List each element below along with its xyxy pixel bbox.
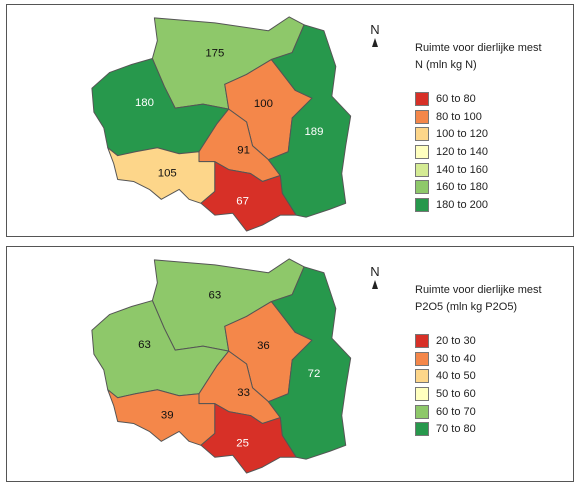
- legend-item: 30 to 40: [415, 350, 571, 368]
- legend-swatch: [415, 422, 429, 437]
- legend-item: 100 to 120: [415, 125, 571, 143]
- legend-swatch: [415, 333, 429, 348]
- region-east: [267, 24, 352, 218]
- region-value-southwest: 105: [158, 168, 177, 180]
- legend-items: 60 to 80 80 to 100 100 to 120 120 to 140 140…: [415, 90, 571, 214]
- legend-title-line1: Ruimte voor dierlijke mest: [415, 42, 542, 54]
- legend-label: 20 to 30: [436, 334, 476, 347]
- north-label: N: [370, 22, 380, 37]
- legend-item: 120 to 140: [415, 143, 571, 161]
- legend-item: 80 to 100: [415, 108, 571, 126]
- legend-label: 100 to 120: [436, 128, 488, 141]
- legend-label: 50 to 60: [436, 387, 476, 400]
- legend-items: 20 to 30 30 to 40 40 to 50 50 to 60 60 to 70…: [415, 332, 571, 438]
- legend-item: 160 to 180: [415, 178, 571, 196]
- legend-swatch: [415, 91, 429, 106]
- legend-title-line2: N (mln kg N): [415, 59, 477, 71]
- region-value-east: 189: [304, 126, 323, 138]
- region-value-central: 100: [254, 98, 273, 110]
- legend-swatch: [415, 127, 429, 142]
- legend-swatch: [415, 162, 429, 177]
- region-value-center: 91: [237, 145, 250, 157]
- legend-swatch: [415, 351, 429, 366]
- legend-item: 70 to 80: [415, 420, 571, 438]
- legend-item: 60 to 70: [415, 403, 571, 421]
- choropleth-map-nitrogen: 175 180 100 91 189 105 67: [91, 16, 352, 232]
- legend-title-line1: Ruimte voor dierlijke mest: [415, 284, 542, 296]
- legend-label: 180 to 200: [436, 198, 488, 211]
- legend-label: 160 to 180: [436, 181, 488, 194]
- legend-nitrogen: Ruimte voor dierlijke mest N (mln kg N) …: [415, 40, 571, 214]
- region-value-central: 36: [257, 340, 270, 352]
- north-arrow-icon: [372, 280, 378, 289]
- region-value-south: 25: [236, 437, 249, 449]
- region-value-east: 72: [308, 368, 321, 380]
- region-value-west: 180: [135, 97, 154, 109]
- map-panel-phosphate: 63 63 36 33 72 39 25 N Ruimte voor dierlijke m…: [6, 246, 574, 482]
- legend-title-line2: P2O5 (mln kg P2O5): [415, 301, 518, 313]
- north-arrow: N: [365, 23, 385, 47]
- legend-swatch: [415, 197, 429, 212]
- region-value-center: 33: [237, 387, 250, 399]
- region-value-south: 67: [236, 195, 249, 207]
- legend-swatch: [415, 369, 429, 384]
- choropleth-map-phosphate: 63 63 36 33 72 39 25: [91, 258, 352, 474]
- legend-label: 60 to 70: [436, 405, 476, 418]
- region-east: [267, 266, 352, 460]
- legend-swatch: [415, 144, 429, 159]
- north-label: N: [370, 264, 380, 279]
- legend-item: 60 to 80: [415, 90, 571, 108]
- region-value-north: 63: [209, 290, 222, 302]
- legend-item: 40 to 50: [415, 367, 571, 385]
- region-value-north: 175: [205, 48, 224, 60]
- legend-label: 40 to 50: [436, 370, 476, 383]
- map-panel-nitrogen: 175 180 100 91 189 105 67 N Ruimte voor dierli…: [6, 4, 574, 237]
- legend-label: 60 to 80: [436, 92, 476, 105]
- legend-label: 70 to 80: [436, 423, 476, 436]
- legend-item: 20 to 30: [415, 332, 571, 350]
- legend-label: 80 to 100: [436, 110, 482, 123]
- legend-label: 140 to 160: [436, 163, 488, 176]
- legend-swatch: [415, 386, 429, 401]
- region-value-southwest: 39: [161, 410, 174, 422]
- legend-swatch: [415, 404, 429, 419]
- legend-item: 50 to 60: [415, 385, 571, 403]
- region-value-west: 63: [138, 339, 151, 351]
- legend-item: 180 to 200: [415, 196, 571, 214]
- legend-label: 30 to 40: [436, 352, 476, 365]
- north-arrow: N: [365, 265, 385, 289]
- north-arrow-icon: [372, 38, 378, 47]
- region-south: [200, 161, 297, 232]
- legend-label: 120 to 140: [436, 145, 488, 158]
- legend-swatch: [415, 180, 429, 195]
- region-south: [200, 403, 297, 474]
- legend-item: 140 to 160: [415, 161, 571, 179]
- legend-swatch: [415, 109, 429, 124]
- legend-phosphate: Ruimte voor dierlijke mest P2O5 (mln kg …: [415, 282, 571, 438]
